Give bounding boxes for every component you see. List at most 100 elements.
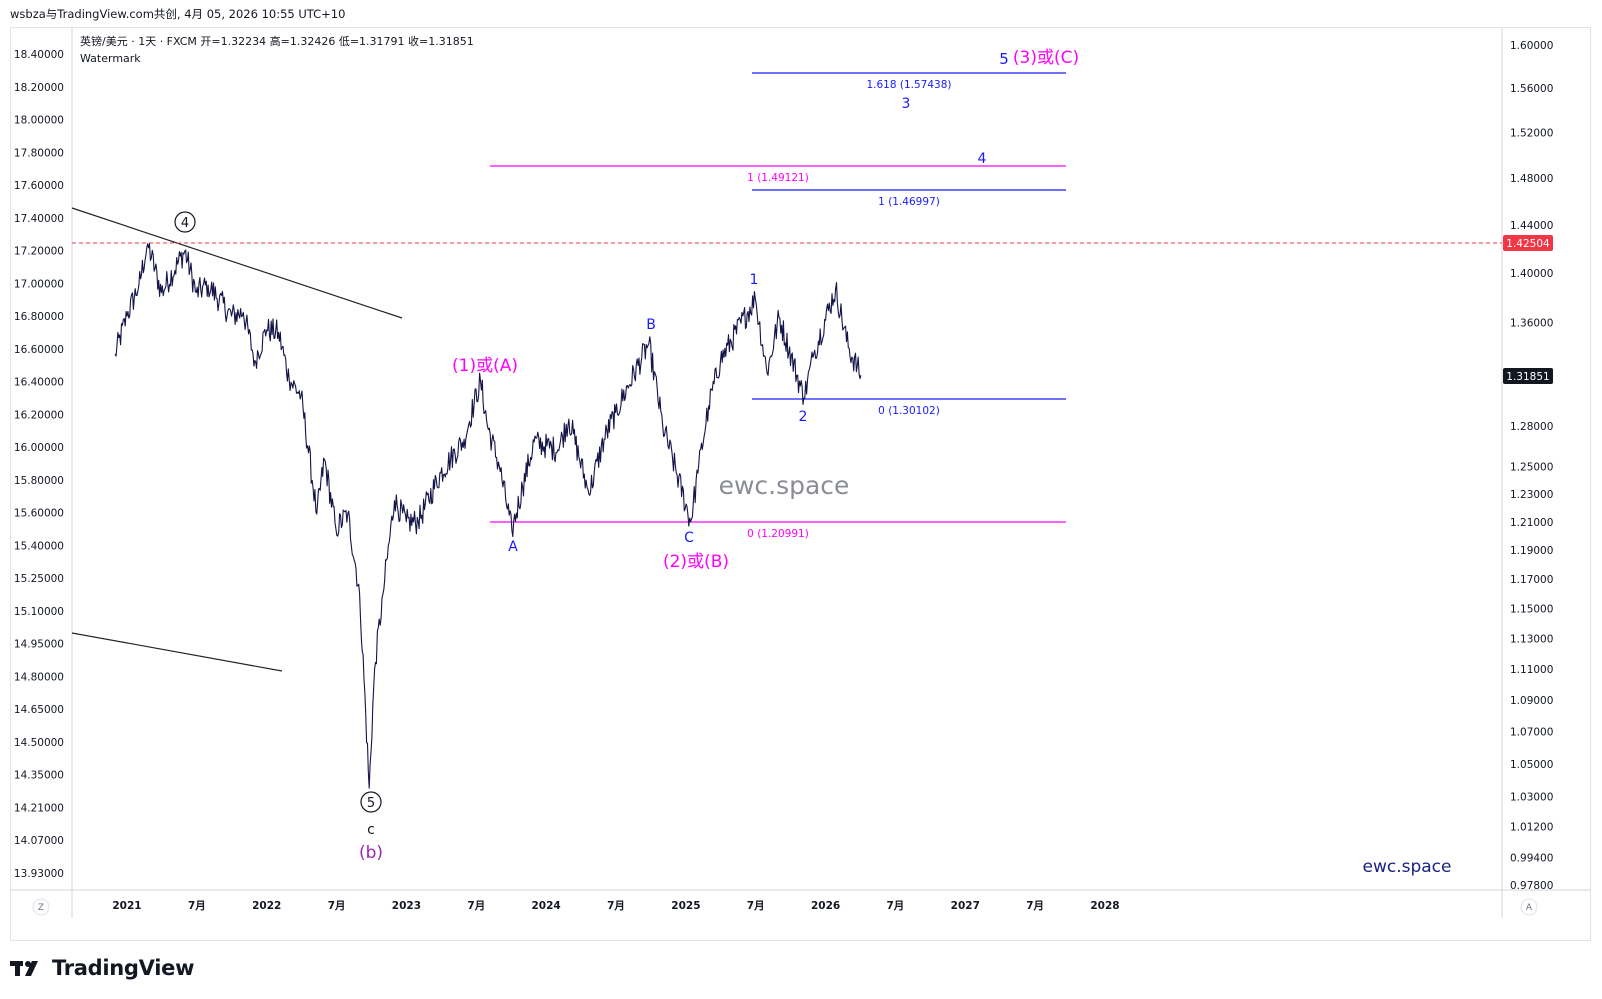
time-axis-tick: 7月 (188, 900, 206, 912)
wave-label-b: (b) (359, 843, 383, 863)
time-axis-tick: 2021 (112, 900, 141, 912)
left-axis-tick: 13.93000 (14, 868, 64, 880)
watermark-legend-label[interactable]: Watermark (80, 52, 141, 65)
last-price-label: 1.31851 (1506, 371, 1549, 383)
left-axis-tick: 18.20000 (14, 82, 64, 94)
auto-scale-left-label: Z (38, 903, 44, 913)
left-axis-tick: 17.40000 (14, 213, 64, 225)
wave-label-circled-5: 5 (367, 796, 375, 811)
wave-label-a: A (508, 539, 518, 555)
right-axis-tick: 1.07000 (1510, 727, 1553, 739)
tradingview-logo-icon (10, 961, 38, 976)
auto-scale-left-button[interactable]: Z (32, 898, 50, 916)
left-axis-tick: 14.80000 (14, 671, 64, 683)
left-axis-tick: 14.95000 (14, 639, 64, 651)
price-series-line[interactable] (114, 243, 862, 789)
time-axis-tick: 7月 (886, 900, 904, 912)
wave-label-3: 3 (902, 96, 911, 112)
wave-circled-5: 5 (360, 791, 382, 813)
right-axis-tick: 1.44000 (1510, 220, 1553, 232)
left-axis-tick: 14.07000 (14, 835, 64, 847)
right-axis-tick: 1.21000 (1510, 517, 1553, 529)
right-axis-tick: 1.48000 (1510, 173, 1553, 185)
right-axis-tick: 1.56000 (1510, 83, 1553, 95)
right-axis-tick: 1.25000 (1510, 461, 1553, 473)
level-label-1618: 1.618 (1.57438) (866, 79, 951, 91)
left-axis-tick: 15.25000 (14, 573, 64, 585)
time-axis-tick: 7月 (467, 900, 485, 912)
symbol-info-line[interactable]: 英镑/美元 · 1天 · FXCM 开=1.32234 高=1.32426 低=… (80, 34, 474, 48)
tradingview-logo[interactable]: TradingView (10, 956, 194, 980)
level-label-magenta-1: 1 (1.49121) (747, 172, 809, 184)
auto-scale-left-circle[interactable] (32, 898, 50, 916)
header-credit: wsbza与TradingView.com共创, 4月 05, 2026 10:… (10, 7, 346, 21)
time-axis-tick: 2027 (951, 900, 980, 912)
wave-label-1-or-a: (1)或(A) (452, 356, 518, 376)
time-axis[interactable]: 2021 7月 2022 7月 2023 7月 2024 7月 2025 7月 2026 7月 2027… (112, 900, 1119, 912)
right-axis-tick: 1.17000 (1510, 574, 1553, 586)
watermark-center: ewc.space (719, 471, 850, 500)
chart-frame (10, 27, 1591, 941)
left-axis-tick: 17.80000 (14, 147, 64, 159)
left-axis-tick: 14.21000 (14, 803, 64, 815)
right-axis-tick: 1.03000 (1510, 792, 1553, 804)
left-price-axis[interactable]: 18.40000 18.20000 18.00000 17.80000 17.60000… (14, 49, 64, 880)
wave-label-4: 4 (978, 151, 987, 167)
right-axis-tick: 1.11000 (1510, 664, 1553, 676)
time-axis-tick: 2022 (252, 900, 281, 912)
left-axis-tick: 15.60000 (14, 508, 64, 520)
left-axis-tick: 15.80000 (14, 475, 64, 487)
auto-scale-right-label: A (1526, 903, 1533, 913)
auto-scale-right-circle[interactable] (1520, 898, 1538, 916)
left-axis-tick: 18.40000 (14, 49, 64, 61)
watermark-corner: ewc.space (1363, 857, 1452, 877)
wave-label-5: 5 (999, 50, 1009, 68)
right-axis-tick: 1.01200 (1510, 822, 1553, 834)
right-axis-tick: 1.05000 (1510, 759, 1553, 771)
left-axis-tick: 15.40000 (14, 540, 64, 552)
upper-trendline[interactable] (71, 207, 403, 319)
right-axis-tick: 1.40000 (1510, 268, 1553, 280)
right-price-axis[interactable]: 1.60000 1.56000 1.52000 1.48000 1.44000 1.400… (1510, 40, 1553, 892)
left-axis-tick: 14.65000 (14, 704, 64, 716)
time-axis-tick: 7月 (1026, 900, 1044, 912)
time-axis-tick: 7月 (747, 900, 765, 912)
level-label-magenta-0: 0 (1.20991) (747, 528, 809, 540)
right-axis-tick: 1.09000 (1510, 695, 1553, 707)
time-axis-tick: 7月 (607, 900, 625, 912)
circle-marker-5 (360, 791, 382, 813)
lower-trendline[interactable] (71, 632, 283, 672)
left-axis-tick: 15.10000 (14, 606, 64, 618)
wave-label-3-or-c: (3)或(C) (1013, 48, 1079, 68)
circle-marker-4 (174, 211, 196, 233)
right-axis-tick: 1.36000 (1510, 317, 1553, 329)
wave-label-c-upper: C (684, 530, 694, 546)
left-axis-tick: 16.00000 (14, 442, 64, 454)
last-price-tag (1503, 368, 1553, 384)
right-axis-tick: 1.15000 (1510, 604, 1553, 616)
tradingview-brand-text: TradingView (52, 956, 195, 980)
level-label-blue-0: 0 (1.30102) (878, 405, 940, 417)
left-axis-tick: 17.20000 (14, 246, 64, 258)
time-axis-tick: 2024 (531, 900, 560, 912)
level-label-blue-1: 1 (1.46997) (878, 196, 940, 208)
dashed-level-price-label: 1.42504 (1506, 238, 1550, 250)
wave-label-1: 1 (750, 272, 759, 288)
wave-label-2: 2 (799, 409, 808, 425)
auto-scale-right-button[interactable]: A (1520, 898, 1538, 916)
left-axis-tick: 16.80000 (14, 311, 64, 323)
left-axis-tick: 16.60000 (14, 344, 64, 356)
right-axis-tick: 1.13000 (1510, 634, 1553, 646)
right-axis-tick: 0.99400 (1510, 852, 1553, 864)
right-axis-tick: 1.52000 (1510, 128, 1553, 140)
time-axis-tick: 2025 (671, 900, 700, 912)
time-axis-tick: 7月 (328, 900, 346, 912)
wave-label-c: c (367, 822, 375, 838)
right-axis-tick: 1.23000 (1510, 489, 1553, 501)
left-axis-tick: 16.40000 (14, 377, 64, 389)
left-axis-tick: 14.50000 (14, 737, 64, 749)
wave-label-2-or-b: (2)或(B) (663, 552, 729, 572)
wave-circled-4: 4 (174, 211, 196, 233)
time-axis-tick: 2028 (1090, 900, 1119, 912)
